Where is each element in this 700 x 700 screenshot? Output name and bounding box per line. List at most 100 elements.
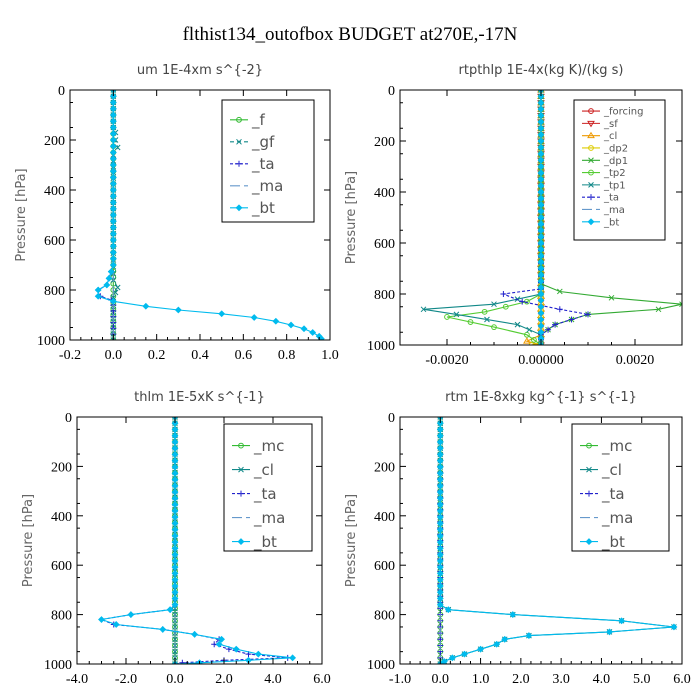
legend-entry: _ta: [601, 485, 625, 504]
x-tick-label: -1.0: [389, 672, 411, 687]
data-point: [109, 249, 117, 256]
data-point: [436, 601, 444, 609]
chart-panel-2: rtpthlp 1E-4x(kg K)/(kg s) Pressure [hPa]…: [344, 63, 683, 368]
legend: _mc _cl _ta _ma _bt: [223, 423, 313, 552]
series-markers-bt: [94, 90, 325, 340]
series-markers-tp2: [444, 90, 544, 345]
data-point: [585, 311, 591, 318]
legend-marker: [238, 466, 244, 473]
legend-marker: [238, 442, 244, 449]
legend-marker: [587, 218, 595, 226]
legend-entry: _ta: [251, 155, 275, 174]
legend-entry: _bt: [251, 199, 275, 218]
y-tick-label: 400: [374, 510, 395, 525]
data-point: [531, 337, 537, 343]
legend-entry: _bt: [601, 533, 625, 552]
data-point: [491, 324, 497, 331]
legend-marker: [588, 182, 594, 188]
data-point: [105, 274, 113, 282]
legend: _forcing_sf_cl_dp2 _dp1_tp2_tp1 _ta_ma_bt: [573, 99, 666, 241]
data-point: [453, 311, 460, 318]
legend-marker: [585, 538, 593, 546]
data-point: [232, 645, 240, 653]
data-point: [519, 298, 526, 305]
data-point: [109, 255, 117, 263]
y-tick-label: 400: [44, 184, 65, 199]
data-point: [568, 316, 575, 323]
x-tick-label: 6.0: [673, 672, 691, 687]
data-point: [215, 640, 223, 648]
legend-marker: [236, 160, 242, 167]
x-tick-label: 0.0: [166, 672, 184, 687]
legend-entry: _sf: [603, 119, 618, 130]
x-tick-label: -0.2: [59, 348, 81, 363]
data-point: [159, 625, 167, 633]
legend-entry: _ta: [603, 193, 619, 204]
data-point: [107, 268, 115, 276]
data-point: [109, 174, 117, 181]
legend-marker: [588, 108, 594, 114]
legend-entry: _bt: [603, 217, 619, 228]
y-axis-label: Pressure [hPa]: [344, 494, 359, 587]
legend-entry: _mc: [601, 437, 632, 456]
y-axis-label: Pressure [hPa]: [14, 168, 29, 261]
y-tick-label: 0: [65, 411, 72, 426]
data-point: [191, 630, 199, 638]
legend-marker: [236, 116, 242, 123]
x-tick-label: 0.0: [432, 672, 450, 687]
data-point: [524, 331, 530, 338]
panels: um 1E-4xm s^{-2} Pressure [hPa] -0.2 0.0 0.2…: [14, 63, 691, 687]
data-point: [525, 632, 533, 640]
legend-marker: [588, 157, 594, 164]
y-axis-label: Pressure [hPa]: [21, 494, 36, 587]
legend-marker: [238, 490, 244, 497]
data-point: [142, 302, 150, 310]
data-point: [300, 325, 308, 333]
data-point: [272, 317, 280, 325]
y-tick-label: 400: [51, 510, 72, 525]
data-point: [289, 654, 297, 662]
y-tick-label: 600: [51, 559, 72, 574]
y-tick-label: 0: [388, 411, 395, 426]
y-tick-label: 200: [374, 135, 395, 150]
data-point: [444, 314, 450, 320]
x-tick-label: 4.0: [264, 672, 282, 687]
y-tick-label: 800: [374, 609, 395, 624]
series-line-tp1: [423, 90, 542, 345]
data-point: [679, 301, 682, 308]
data-point: [114, 284, 121, 291]
y-tick-label: 200: [44, 134, 65, 149]
data-point: [440, 658, 448, 664]
data-point: [514, 321, 521, 328]
x-tick-label: 0.2: [148, 348, 166, 363]
x-tick-label: 1.0: [472, 672, 490, 687]
y-axis-label: Pressure [hPa]: [344, 171, 359, 264]
legend-marker: [237, 538, 245, 546]
data-point: [509, 611, 517, 619]
data-point: [172, 636, 178, 643]
legend-entry: _cl: [253, 461, 274, 480]
y-tick-label: 600: [374, 559, 395, 574]
data-point: [109, 261, 117, 269]
legend-marker: [587, 120, 595, 128]
legend-entry: _mc: [253, 437, 284, 456]
data-point: [94, 292, 102, 300]
y-tick-label: 0: [58, 84, 65, 99]
data-point: [484, 316, 490, 323]
data-point: [618, 617, 625, 625]
y-tick-label: 800: [374, 288, 395, 303]
data-point: [179, 659, 186, 664]
legend-entry: _dp1: [603, 156, 628, 167]
y-tick-label: 400: [374, 186, 395, 201]
figure-title: flthist134_outofbox BUDGET at270E,-17N: [183, 24, 518, 45]
x-tick-label: -4.0: [66, 672, 88, 687]
x-tick-label: -0.0020: [425, 353, 468, 368]
legend-entry: _ma: [601, 509, 633, 528]
x-tick-label: 0.8: [278, 348, 296, 363]
data-point: [166, 606, 174, 614]
data-point: [94, 286, 102, 294]
data-point: [491, 301, 497, 308]
x-tick-label: 0.4: [191, 348, 209, 363]
legend-marker: [588, 145, 594, 151]
legend-marker: [236, 138, 242, 145]
